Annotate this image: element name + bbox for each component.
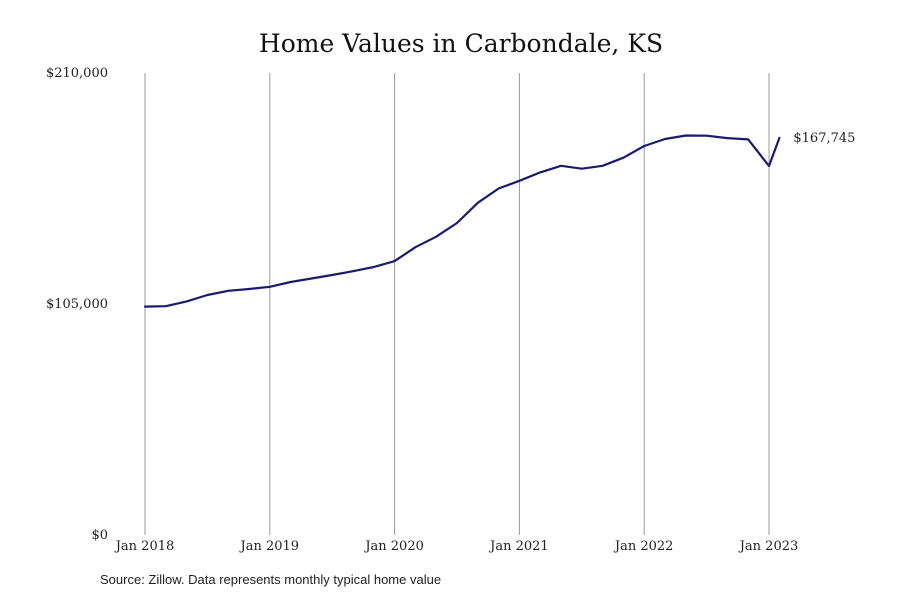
x-tick-label: Jan 2023 — [738, 539, 799, 554]
y-tick-label: $0 — [91, 528, 108, 543]
x-tick-label: Jan 2018 — [114, 539, 175, 554]
y-tick-label: $105,000 — [46, 297, 108, 312]
series-line-home-value — [143, 134, 781, 308]
end-value-label: $167,745 — [793, 131, 855, 146]
chart-title: Home Values in Carbondale, KS — [259, 29, 663, 58]
source-note: Source: Zillow. Data represents monthly … — [100, 572, 442, 587]
gridlines — [144, 73, 770, 535]
y-axis-ticks: $0 $105,000 $210,000 — [46, 66, 108, 543]
x-tick-label: Jan 2021 — [488, 539, 549, 554]
x-tick-label: Jan 2022 — [613, 539, 674, 554]
x-axis-ticks: Jan 2018 Jan 2019 Jan 2020 Jan 2021 Jan 2022… — [114, 539, 799, 554]
x-tick-label: Jan 2019 — [239, 539, 300, 554]
y-tick-label: $210,000 — [46, 66, 108, 81]
x-tick-label: Jan 2020 — [363, 539, 424, 554]
